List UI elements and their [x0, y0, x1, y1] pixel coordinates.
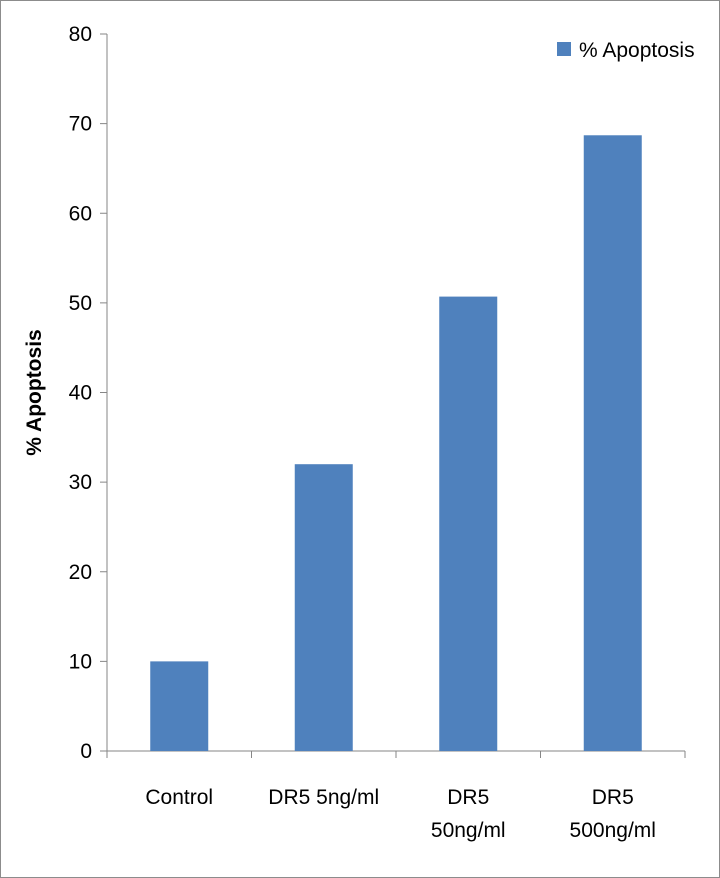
bar [583, 135, 642, 751]
y-tick-label: 0 [80, 740, 92, 763]
y-tick-label: 40 [69, 382, 92, 405]
y-tick-label: 30 [69, 471, 92, 494]
x-tick-label: Control [145, 786, 213, 809]
y-tick-label: 60 [69, 202, 92, 225]
legend-label: % Apoptosis [579, 39, 695, 62]
y-tick-label: 10 [69, 650, 92, 673]
x-tick-label: DR5 [592, 786, 634, 809]
bar [439, 296, 498, 751]
legend[interactable]: % Apoptosis [557, 39, 695, 62]
x-tick-label: 500ng/ml [570, 819, 656, 842]
bar [150, 661, 209, 751]
y-tick-labels: 0 10 20 30 40 50 60 70 80 [69, 23, 92, 763]
bars [150, 135, 642, 751]
x-tick-label: DR5 [447, 786, 489, 809]
y-tick-label: 20 [69, 561, 92, 584]
bar [294, 464, 353, 751]
y-axis-label: % Apoptosis [23, 329, 46, 455]
x-tick-label: 50ng/ml [431, 819, 506, 842]
y-tick-label: 80 [69, 23, 92, 46]
legend-swatch [557, 42, 571, 56]
x-tick-labels: Control DR5 5ng/ml DR5 50ng/ml DR5 500ng/ml [145, 786, 656, 842]
x-tick-label: DR5 5ng/ml [268, 786, 379, 809]
y-tick-label: 50 [69, 292, 92, 315]
y-tick-label: 70 [69, 113, 92, 136]
